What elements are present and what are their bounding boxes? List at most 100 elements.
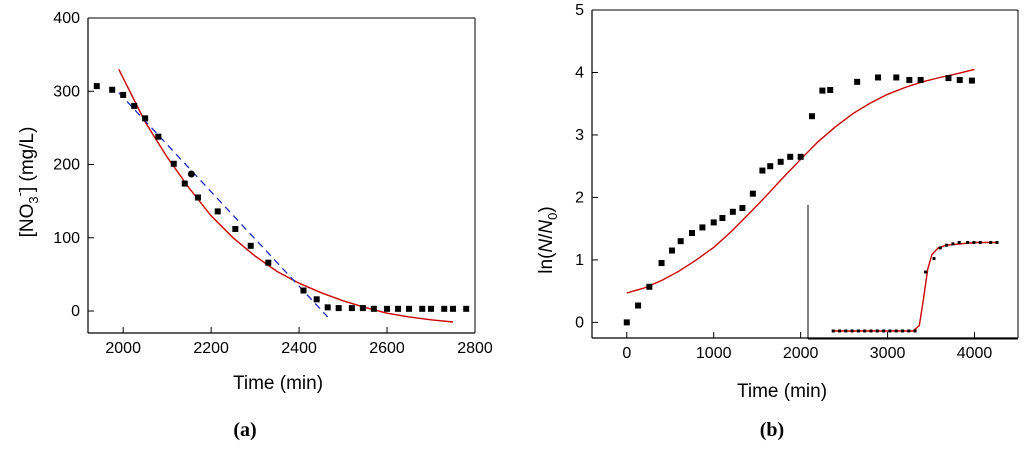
- data-point: [194, 194, 201, 201]
- data-point: [668, 247, 675, 254]
- data-point: [989, 241, 993, 245]
- data-point: [324, 304, 331, 311]
- data-point: [463, 305, 470, 312]
- y-tick-label: 0: [71, 303, 80, 320]
- data-point: [875, 329, 879, 333]
- data-point: [894, 329, 898, 333]
- x-tick-label: 2800: [457, 340, 493, 357]
- data-point: [348, 305, 355, 312]
- data-point: [450, 305, 457, 312]
- fit-curve: [833, 241, 997, 332]
- panel-b-x-label: Time (min): [737, 381, 827, 402]
- panel-a-x-label: Time (min): [233, 373, 323, 394]
- data-point: [658, 260, 665, 267]
- data-point: [93, 83, 100, 90]
- data-point: [749, 190, 756, 197]
- x-tick-label: 4000: [957, 345, 993, 362]
- data-point: [265, 259, 272, 266]
- panel-b-plot: [623, 68, 975, 326]
- y-tick-label: 300: [53, 83, 80, 100]
- data-point: [966, 241, 970, 245]
- data-point: [428, 305, 435, 312]
- x-tick-label: 3000: [870, 345, 906, 362]
- data-point: [972, 241, 976, 245]
- data-point: [359, 305, 366, 312]
- data-point: [850, 329, 854, 333]
- data-point: [214, 208, 221, 215]
- data-point: [844, 329, 848, 333]
- x-tick-label: 2400: [281, 340, 317, 357]
- x-tick-label: 2000: [105, 340, 141, 357]
- y-tick-label: 2: [575, 189, 584, 206]
- data-point: [863, 329, 867, 333]
- data-point: [767, 163, 774, 170]
- data-point: [181, 180, 188, 187]
- panel-b: 0 1000 2000 3000 4000 0 1 2 3 4 5 Time (min) ln(N/…: [536, 2, 1019, 441]
- data-point-circle: [187, 170, 195, 178]
- panel-b-label: (b): [760, 419, 784, 441]
- panel-b-inset: [807, 205, 1018, 340]
- data-point: [913, 329, 917, 333]
- data-point: [901, 329, 904, 333]
- panel-a-plot: [93, 68, 470, 323]
- data-point: [951, 242, 955, 246]
- data-point: [893, 74, 900, 81]
- data-point: [957, 241, 961, 245]
- data-point: [968, 77, 975, 84]
- data-point: [441, 305, 448, 312]
- data-point: [370, 305, 377, 312]
- data-point: [395, 305, 402, 312]
- y-tick-label: 5: [575, 2, 584, 19]
- data-point: [906, 76, 913, 83]
- fit-curve: [118, 68, 454, 323]
- data-point: [797, 153, 804, 160]
- panel-b-y-label: ln(N/N0): [536, 206, 560, 273]
- data-point: [688, 230, 695, 237]
- data-point: [623, 319, 630, 326]
- data-point: [759, 167, 766, 174]
- data-point: [945, 75, 952, 82]
- data-point: [109, 86, 116, 93]
- data-point: [938, 246, 942, 250]
- y-tick-label: 400: [53, 10, 80, 27]
- data-point: [739, 205, 746, 212]
- data-point: [888, 329, 892, 333]
- panel-b-ticks: 0 1000 2000 3000 4000 0 1 2 3 4 5: [575, 2, 992, 362]
- data-point: [882, 329, 886, 333]
- data-point: [729, 208, 736, 215]
- data-point: [932, 257, 936, 261]
- linear-fit-line: [118, 92, 329, 318]
- fit-curve: [626, 68, 975, 294]
- data-point: [300, 287, 307, 294]
- data-point: [856, 329, 860, 333]
- y-tick-label: 4: [575, 64, 584, 81]
- data-point: [635, 302, 642, 309]
- data-point: [419, 305, 426, 312]
- data-point: [978, 241, 982, 245]
- data-point: [170, 160, 177, 167]
- data-point: [155, 133, 162, 140]
- data-point: [719, 215, 726, 222]
- data-point: [831, 329, 835, 333]
- data-point: [777, 158, 784, 165]
- x-tick-label: 2000: [783, 345, 819, 362]
- data-point: [956, 76, 963, 83]
- data-point: [917, 76, 924, 83]
- data-point: [699, 224, 706, 231]
- x-tick-label: 1000: [696, 345, 732, 362]
- data-point: [313, 296, 320, 303]
- data-point: [406, 305, 413, 312]
- y-tick-label: 3: [575, 127, 584, 144]
- x-tick-label: 0: [622, 345, 631, 362]
- data-point: [710, 219, 717, 226]
- data-point: [232, 225, 239, 232]
- panel-a-y-label: [NO3-] (mg/L): [12, 127, 41, 238]
- y-tick-label: 100: [53, 230, 80, 247]
- y-tick-label: 200: [53, 157, 80, 174]
- data-point: [924, 270, 928, 274]
- data-point: [120, 91, 127, 98]
- panel-a: 2000 2200 2400 2600 2800 0 100 200 300 400 Time (…: [12, 10, 493, 441]
- data-point: [646, 283, 653, 290]
- data-point: [335, 305, 342, 312]
